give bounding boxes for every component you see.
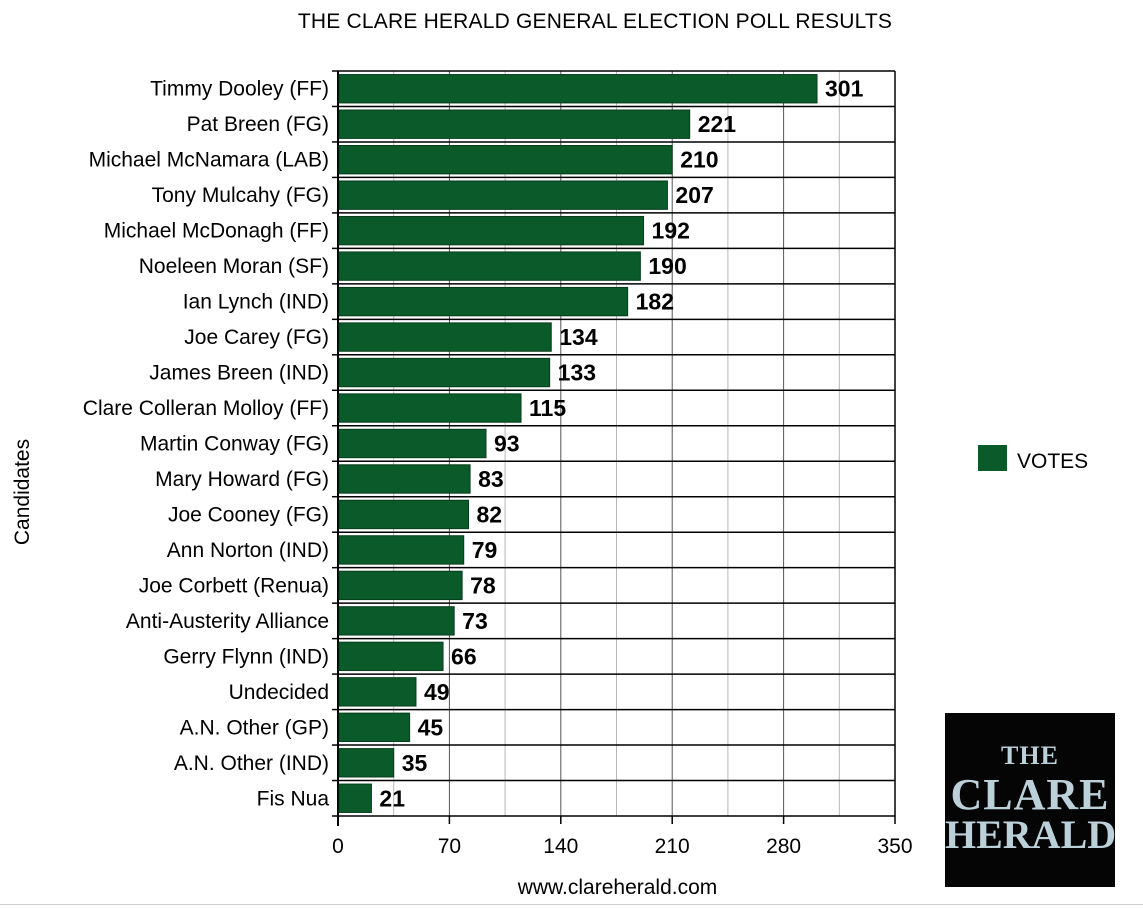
category-label: Michael McNamara (LAB) bbox=[89, 149, 329, 172]
value-label: 78 bbox=[470, 572, 496, 598]
category-label: A.N. Other (GP) bbox=[180, 716, 329, 739]
bar bbox=[338, 109, 691, 139]
chart-title: THE CLARE HERALD GENERAL ELECTION POLL R… bbox=[297, 10, 893, 33]
legend-label: VOTES bbox=[1017, 450, 1089, 473]
bar bbox=[338, 215, 645, 246]
bar bbox=[338, 464, 471, 494]
value-label: 49 bbox=[424, 679, 450, 705]
value-label: 210 bbox=[680, 147, 718, 173]
category-label: Ann Norton (IND) bbox=[167, 539, 329, 562]
x-axis-label: www.clareherald.com bbox=[517, 876, 718, 899]
category-label: Ian Lynch (IND) bbox=[183, 291, 329, 314]
logo-text-herald: HERALD bbox=[945, 812, 1117, 857]
category-label: A.N. Other (IND) bbox=[174, 752, 329, 775]
bar bbox=[338, 357, 551, 388]
value-label: 221 bbox=[698, 111, 737, 137]
category-label: James Breen (IND) bbox=[149, 362, 329, 385]
value-label: 35 bbox=[402, 750, 428, 776]
value-label: 21 bbox=[379, 785, 405, 811]
bar bbox=[338, 606, 455, 636]
category-label: Tony Mulcahy (FG) bbox=[152, 184, 329, 207]
bar bbox=[338, 783, 372, 813]
category-label: Noeleen Moran (SF) bbox=[139, 255, 329, 278]
bar bbox=[338, 748, 395, 778]
value-label: 190 bbox=[648, 253, 686, 279]
x-tick-label: 350 bbox=[877, 835, 912, 858]
legend: VOTES bbox=[978, 442, 1088, 474]
x-tick-label: 70 bbox=[438, 835, 461, 858]
value-label: 73 bbox=[462, 608, 488, 634]
clare-herald-logo: THE CLARE HERALD bbox=[945, 713, 1117, 887]
bar bbox=[338, 286, 629, 317]
x-tick-label: 140 bbox=[543, 835, 578, 858]
category-label: Undecided bbox=[229, 681, 329, 704]
x-tick-label: 0 bbox=[332, 835, 344, 858]
category-label: Joe Corbett (Renua) bbox=[139, 574, 329, 597]
category-label: Gerry Flynn (IND) bbox=[163, 645, 329, 668]
value-label: 45 bbox=[418, 714, 444, 740]
bar bbox=[338, 677, 417, 707]
value-label: 79 bbox=[472, 537, 498, 563]
category-label: Anti-Austerity Alliance bbox=[126, 610, 329, 633]
category-label: Fis Nua bbox=[257, 787, 330, 810]
logo-text-clare: CLARE bbox=[950, 770, 1110, 819]
bar bbox=[338, 570, 463, 601]
category-label: Joe Carey (FG) bbox=[184, 326, 329, 349]
bar bbox=[338, 499, 469, 530]
bar bbox=[338, 74, 818, 104]
category-label: Mary Howard (FG) bbox=[155, 468, 329, 491]
value-labels: 301 221 210 207 192 190 182 134 133 115 93 83 82 79 78… bbox=[379, 76, 863, 812]
bar bbox=[338, 251, 641, 281]
x-tick-label: 280 bbox=[766, 835, 801, 858]
x-tick-label: 210 bbox=[655, 835, 690, 858]
bottom-divider bbox=[0, 904, 1143, 905]
category-label: Michael McDonagh (FF) bbox=[104, 220, 329, 243]
bar bbox=[338, 145, 673, 175]
category-label: Timmy Dooley (FF) bbox=[150, 78, 329, 101]
value-label: 93 bbox=[494, 431, 520, 457]
bar bbox=[338, 393, 522, 423]
grid bbox=[332, 70, 896, 826]
bars bbox=[338, 74, 818, 813]
bar bbox=[338, 535, 465, 565]
bar bbox=[338, 712, 411, 742]
value-label: 115 bbox=[529, 395, 566, 421]
category-label: Pat Breen (FG) bbox=[187, 113, 329, 136]
bar bbox=[338, 641, 444, 672]
bar bbox=[338, 180, 668, 210]
legend-swatch bbox=[978, 445, 1007, 471]
value-label: 301 bbox=[825, 76, 864, 102]
category-label: Clare Colleran Molloy (FF) bbox=[83, 397, 329, 420]
bar bbox=[338, 322, 552, 352]
x-tick-labels: 0 70 140 210 280 350 bbox=[332, 835, 912, 858]
value-label: 207 bbox=[675, 182, 713, 208]
value-label: 192 bbox=[652, 218, 690, 244]
value-label: 82 bbox=[476, 501, 502, 527]
y-axis-label: Candidates bbox=[11, 439, 34, 545]
value-label: 134 bbox=[559, 324, 598, 350]
category-label: Joe Cooney (FG) bbox=[168, 503, 329, 526]
category-labels: Timmy Dooley (FF) Pat Breen (FG) Michael M… bbox=[83, 78, 330, 811]
logo-text-the: THE bbox=[1001, 741, 1059, 770]
bar bbox=[338, 428, 487, 459]
category-label: Martin Conway (FG) bbox=[140, 433, 329, 456]
value-label: 182 bbox=[636, 289, 674, 315]
value-label: 133 bbox=[558, 360, 596, 386]
value-label: 83 bbox=[478, 466, 504, 492]
value-label: 66 bbox=[451, 643, 477, 669]
